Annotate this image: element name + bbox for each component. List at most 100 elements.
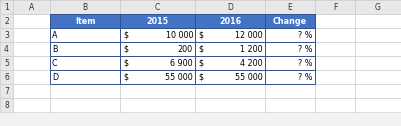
Bar [50,28,120,42]
Bar [315,14,355,28]
Bar [120,56,195,70]
Bar [315,0,355,14]
Bar [265,84,315,98]
Bar [0,14,13,28]
Bar [0,42,13,56]
Bar [315,0,355,14]
Bar [0,84,13,98]
Text: G: G [375,3,381,11]
Text: 55 000: 55 000 [235,72,263,82]
Bar [265,42,315,56]
Bar [120,28,195,42]
Text: E: E [288,3,292,11]
Bar [50,70,120,84]
Text: A: A [52,30,57,39]
Text: 1: 1 [4,3,9,11]
Bar [265,56,315,70]
Bar [265,70,315,84]
Bar [195,28,265,42]
Bar [195,56,265,70]
Bar [0,70,13,84]
Bar [265,42,315,56]
Bar [0,98,13,112]
Bar [315,42,355,56]
Bar [50,56,120,70]
Text: F: F [333,3,337,11]
Bar [265,70,315,84]
Bar [0,28,13,42]
Bar [120,14,195,28]
Bar [315,98,355,112]
Bar [0,0,13,14]
Text: 4 200: 4 200 [240,58,263,68]
Text: ? %: ? % [298,44,313,54]
Bar [265,56,315,70]
Bar [50,0,120,14]
Text: Item: Item [75,17,95,25]
Bar [355,42,401,56]
Bar [355,70,401,84]
Bar [13,70,50,84]
Bar [50,56,120,70]
Text: A: A [29,3,34,11]
Bar [195,56,265,70]
Bar [50,0,120,14]
Bar [315,70,355,84]
Bar [13,28,50,42]
Text: 2016: 2016 [219,17,241,25]
Text: ? %: ? % [298,30,313,39]
Bar [13,84,50,98]
Text: 55 000: 55 000 [165,72,193,82]
Text: 12 000: 12 000 [235,30,263,39]
Bar [50,98,120,112]
Text: Change: Change [273,17,307,25]
Text: 200: 200 [178,44,193,54]
Bar [265,28,315,42]
Text: ? %: ? % [298,72,313,82]
Text: 7: 7 [4,87,9,96]
Bar [355,28,401,42]
Bar [120,28,195,42]
Bar [265,0,315,14]
Bar [120,98,195,112]
Bar [195,70,265,84]
Bar [315,84,355,98]
Bar [120,56,195,70]
Text: 6: 6 [4,72,9,82]
Bar [355,84,401,98]
Bar [315,56,355,70]
Bar [195,98,265,112]
Bar [120,70,195,84]
Bar [0,0,13,14]
Text: B: B [52,44,57,54]
Text: 5: 5 [4,58,9,68]
Text: 4: 4 [4,44,9,54]
Bar [355,98,401,112]
Bar [195,14,265,28]
Text: 1 200: 1 200 [240,44,263,54]
Text: $: $ [123,72,128,82]
Text: $: $ [198,72,203,82]
Bar [120,14,195,28]
Bar [195,0,265,14]
Bar [120,42,195,56]
Text: $: $ [198,44,203,54]
Bar [265,14,315,28]
Text: 10 000: 10 000 [166,30,193,39]
Bar [0,56,13,70]
Bar [50,42,120,56]
Bar [195,14,265,28]
Bar [13,56,50,70]
Bar [195,28,265,42]
Text: C: C [52,58,58,68]
Bar [50,70,120,84]
Bar [355,56,401,70]
Bar [195,84,265,98]
Bar [265,0,315,14]
Bar [13,98,50,112]
Text: 2: 2 [4,17,9,25]
Bar [50,28,120,42]
Text: 3: 3 [4,30,9,39]
Text: D: D [52,72,58,82]
Bar [195,70,265,84]
